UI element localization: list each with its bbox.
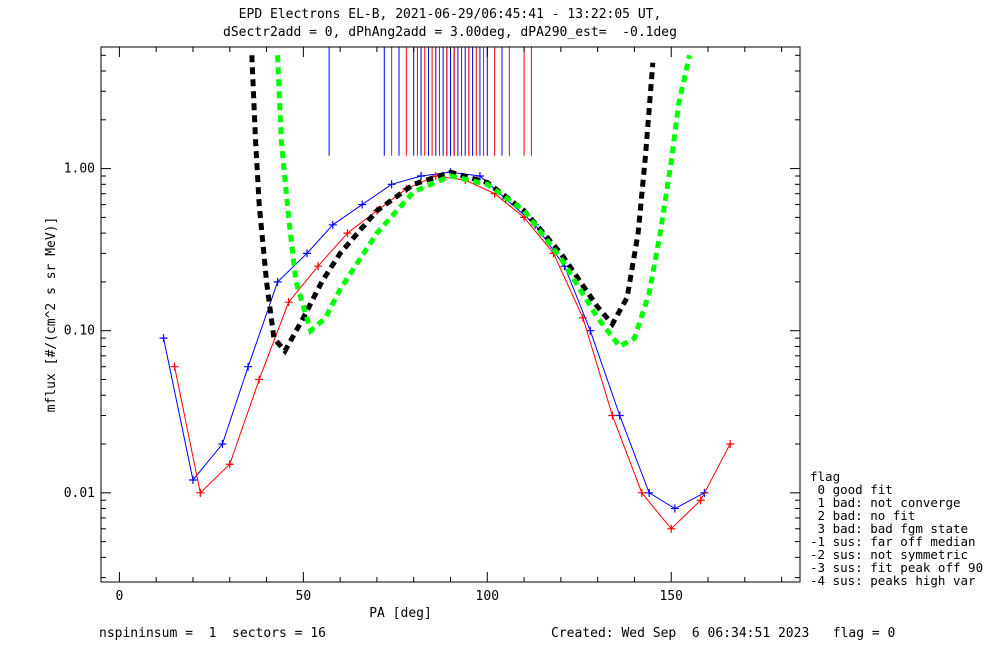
legend-item: -4 sus: peaks high var (810, 573, 976, 588)
y-tick-label: 0.01 (64, 486, 95, 501)
red-data-point (667, 524, 676, 533)
chart-title-line1: EPD Electrons EL-B, 2021-06-29/06:45:41 … (238, 7, 662, 22)
x-axis-label: PA [deg] (369, 606, 432, 621)
blue-series-line (163, 171, 705, 510)
y-tick-label: 0.10 (64, 324, 95, 339)
legend-title: flag (810, 469, 841, 484)
red-data-point (225, 460, 234, 469)
blue-data-point (670, 504, 679, 513)
blue-data-point (615, 411, 624, 420)
axes-layer: 0 50 100 150 0.01 0.10 1.00 PA [deg] mflux [#/(c… (44, 46, 801, 621)
blue-data-point (475, 172, 484, 181)
red-data-point (608, 411, 617, 420)
y-tick-label: 1.00 (64, 162, 95, 177)
blue-data-point (244, 362, 253, 371)
red-data-point (343, 229, 352, 238)
legend-item: -1 sus: far off median (810, 534, 976, 549)
blue-data-point (328, 220, 337, 229)
red-data-point (726, 440, 735, 449)
chart-title-line2: dSectr2add = 0, dPhAng2add = 3.00deg, dP… (223, 25, 677, 40)
blue-data-point (303, 249, 312, 258)
blue-data-point (218, 440, 227, 449)
footer-spin-info: nspininsum = 1 sectors = 16 (99, 626, 326, 641)
x-tick-label: 150 (659, 589, 682, 604)
legend-item: -2 sus: not symmetric (810, 547, 969, 562)
flag-legend: flag 0 good fit 1 bad: not converge 2 ba… (810, 470, 983, 587)
x-tick-label: 0 (115, 589, 123, 604)
legend-item: -3 sus: fit peak off 90 (810, 560, 984, 575)
red-data-point (196, 488, 205, 497)
legend-item: 1 bad: not converge (810, 495, 961, 510)
footer-created-info: Created: Wed Sep 6 06:34:51 2023 flag = … (551, 626, 896, 641)
blue-data-point (273, 277, 282, 286)
legend-item: 0 good fit (810, 482, 893, 497)
blue-data-point (358, 200, 367, 209)
blue-data-point (387, 180, 396, 189)
blue-data-point (417, 172, 426, 181)
y-axis-label: mflux [#/(cm^2 s sr MeV)] (44, 217, 59, 413)
red-data-point (314, 262, 323, 271)
red-data-point (284, 298, 293, 307)
red-data-point (696, 496, 705, 505)
x-tick-label: 100 (476, 589, 499, 604)
legend-item: 2 bad: no fit (810, 508, 916, 523)
blue-data-point (188, 475, 197, 484)
red-data-point (170, 362, 179, 371)
blue-data-point (645, 488, 654, 497)
legend-item: 3 bad: bad fgm state (810, 521, 969, 536)
x-tick-label: 50 (296, 589, 312, 604)
red-data-point (255, 375, 264, 384)
black-fit-curve (249, 55, 656, 356)
green-fit-curve (275, 54, 693, 350)
red-data-point (578, 313, 587, 322)
blue-data-point (586, 326, 595, 335)
red-data-point (637, 488, 646, 497)
red-series-line (174, 175, 731, 530)
fit-layer (249, 54, 693, 356)
blue-data-point (159, 334, 168, 343)
